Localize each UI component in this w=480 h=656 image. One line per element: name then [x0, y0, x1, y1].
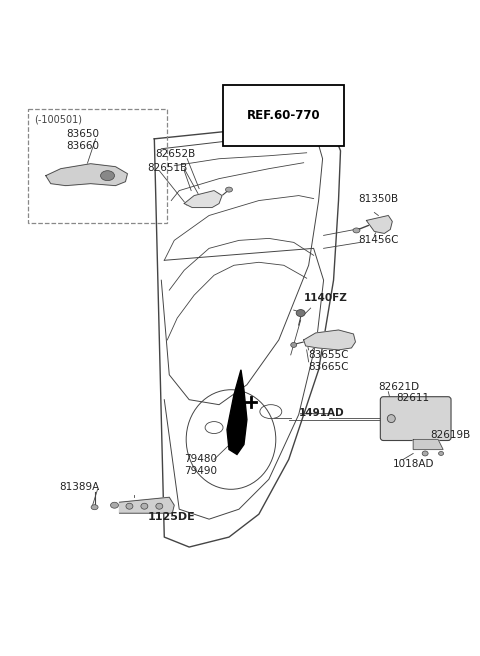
Text: 83665C: 83665C: [309, 362, 349, 372]
Polygon shape: [184, 191, 222, 207]
Text: 83650: 83650: [66, 129, 99, 139]
Ellipse shape: [387, 415, 395, 422]
Text: 1125DE: 1125DE: [147, 512, 195, 522]
Ellipse shape: [156, 503, 163, 509]
Ellipse shape: [91, 504, 98, 510]
Polygon shape: [304, 330, 356, 350]
Text: 82619B: 82619B: [430, 430, 470, 440]
Polygon shape: [120, 497, 174, 513]
Ellipse shape: [353, 228, 360, 233]
Text: 81350B: 81350B: [359, 194, 398, 203]
Ellipse shape: [126, 503, 133, 509]
Polygon shape: [227, 370, 247, 455]
Ellipse shape: [141, 503, 148, 509]
Text: 81456C: 81456C: [359, 236, 399, 245]
Text: 1140FZ: 1140FZ: [304, 293, 348, 303]
Text: 81389A: 81389A: [60, 482, 100, 492]
Text: REF.60-770: REF.60-770: [247, 109, 321, 122]
Ellipse shape: [422, 451, 428, 456]
Text: 82651B: 82651B: [147, 163, 188, 173]
Text: (-100501): (-100501): [34, 115, 82, 125]
Text: 79480: 79480: [184, 455, 217, 464]
Ellipse shape: [110, 502, 119, 508]
Polygon shape: [413, 440, 443, 449]
Polygon shape: [46, 164, 128, 186]
Text: 82652B: 82652B: [156, 149, 195, 159]
Text: 83655C: 83655C: [309, 350, 349, 360]
FancyBboxPatch shape: [380, 397, 451, 441]
Ellipse shape: [291, 342, 297, 348]
Text: 82621D: 82621D: [378, 382, 420, 392]
Text: 1491AD: 1491AD: [299, 407, 344, 418]
Ellipse shape: [101, 171, 115, 180]
Ellipse shape: [226, 187, 232, 192]
Ellipse shape: [439, 451, 444, 455]
Polygon shape: [366, 215, 392, 234]
Text: 79490: 79490: [184, 466, 217, 476]
Ellipse shape: [296, 310, 305, 317]
Text: 83660: 83660: [66, 141, 99, 151]
Text: 82611: 82611: [396, 393, 430, 403]
Text: 1018AD: 1018AD: [393, 459, 435, 470]
